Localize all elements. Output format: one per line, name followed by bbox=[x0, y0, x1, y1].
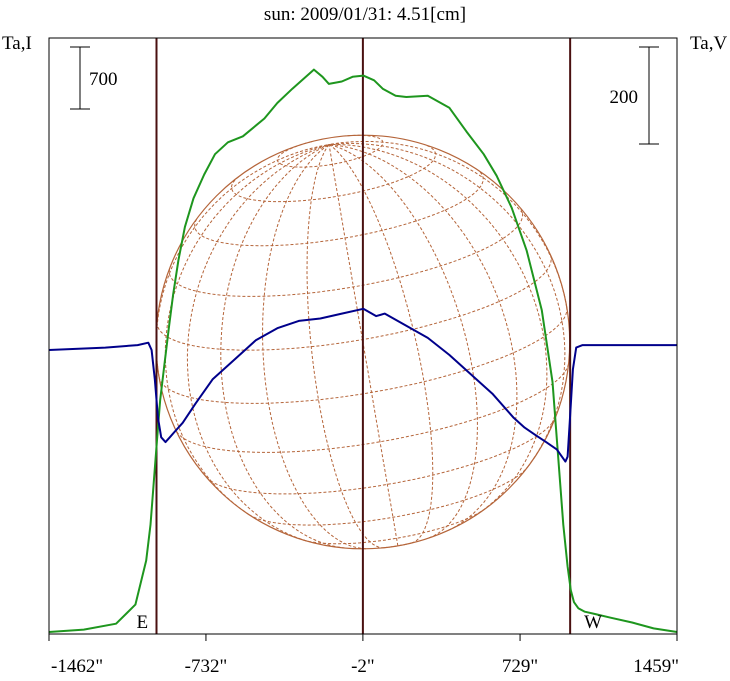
longitude-line bbox=[220, 144, 346, 549]
latitude-line bbox=[230, 144, 436, 203]
east-limb-label: E bbox=[136, 612, 148, 633]
x-tick-label: -732" bbox=[185, 656, 228, 677]
longitude-line bbox=[328, 144, 434, 544]
limb-markers bbox=[155, 38, 572, 634]
x-tick-label: 1459" bbox=[633, 656, 679, 677]
latitude-line bbox=[206, 417, 556, 495]
data-series bbox=[48, 68, 678, 633]
longitude-line bbox=[306, 144, 385, 549]
longitude-line bbox=[328, 144, 518, 531]
chart-title: sun: 2009/01/31: 4.51[cm] bbox=[264, 4, 466, 25]
polarization-series-line bbox=[48, 307, 677, 463]
scale-bars: 700 200 bbox=[70, 46, 659, 145]
longitude-line bbox=[329, 144, 548, 511]
longitude-line bbox=[155, 144, 330, 378]
latitude-line bbox=[176, 364, 569, 453]
longitude-line bbox=[262, 144, 367, 550]
x-tick-label: -2" bbox=[351, 656, 375, 677]
latitude-line bbox=[248, 466, 529, 526]
longitude-line bbox=[164, 144, 330, 516]
x-tick-label: 729" bbox=[502, 656, 538, 677]
x-axis-ticks: -1462" -732" -2" 729" 1459" bbox=[48, 634, 679, 677]
left-scale-label: 700 bbox=[89, 69, 118, 90]
latitude-line bbox=[168, 208, 524, 297]
longitude-line bbox=[186, 144, 330, 542]
west-limb-label: W bbox=[584, 612, 602, 633]
y-right-axis-label: Ta,V bbox=[690, 33, 727, 54]
longitude-line bbox=[328, 142, 566, 468]
latitude-line bbox=[276, 134, 384, 168]
latitude-line bbox=[156, 254, 552, 351]
intensity-series-line bbox=[48, 68, 678, 633]
longitude-line bbox=[328, 144, 399, 546]
y-left-axis-label: Ta,I bbox=[2, 33, 32, 54]
longitude-line bbox=[328, 144, 478, 539]
right-scale-label: 200 bbox=[610, 87, 639, 108]
latitude-line bbox=[194, 170, 484, 247]
x-tick-label: -1462" bbox=[51, 656, 103, 677]
